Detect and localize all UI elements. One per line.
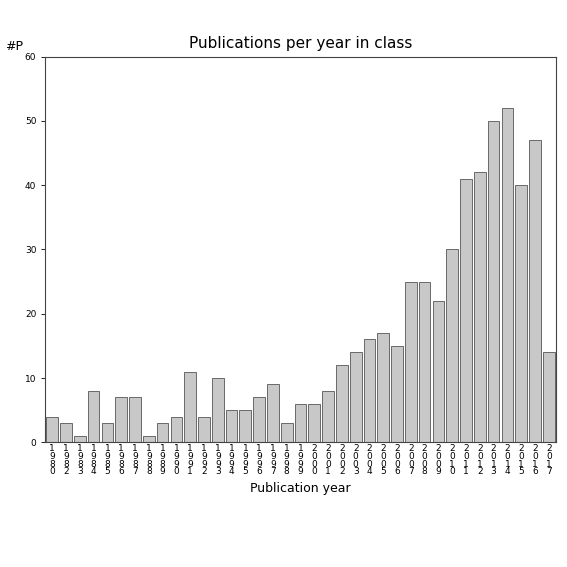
Bar	[129, 397, 141, 442]
Bar	[143, 436, 155, 442]
Bar	[391, 346, 403, 442]
Bar	[295, 404, 306, 442]
Bar	[156, 423, 168, 442]
Bar	[171, 417, 182, 442]
Bar	[101, 423, 113, 442]
Bar	[488, 121, 500, 442]
Bar	[502, 108, 513, 442]
Bar	[474, 172, 486, 442]
Bar	[529, 140, 541, 442]
Bar	[405, 282, 417, 442]
Bar	[184, 371, 196, 442]
Bar	[198, 417, 210, 442]
Bar	[336, 365, 348, 442]
Bar	[446, 249, 458, 442]
Bar	[253, 397, 265, 442]
Bar	[115, 397, 127, 442]
Text: #P: #P	[5, 40, 23, 53]
Bar	[74, 436, 86, 442]
Bar	[322, 391, 334, 442]
Title: Publications per year in class: Publications per year in class	[189, 36, 412, 52]
Bar	[419, 282, 430, 442]
Bar	[88, 391, 99, 442]
Bar	[460, 179, 472, 442]
Bar	[350, 352, 362, 442]
Bar	[378, 333, 389, 442]
Bar	[515, 185, 527, 442]
Bar	[212, 378, 223, 442]
Bar	[281, 423, 293, 442]
Bar	[433, 301, 445, 442]
Bar	[543, 352, 555, 442]
Bar	[60, 423, 72, 442]
Bar	[226, 410, 238, 442]
Bar	[363, 340, 375, 442]
Bar	[308, 404, 320, 442]
Bar	[46, 417, 58, 442]
Bar	[239, 410, 251, 442]
X-axis label: Publication year: Publication year	[250, 482, 351, 495]
Bar	[267, 384, 279, 442]
